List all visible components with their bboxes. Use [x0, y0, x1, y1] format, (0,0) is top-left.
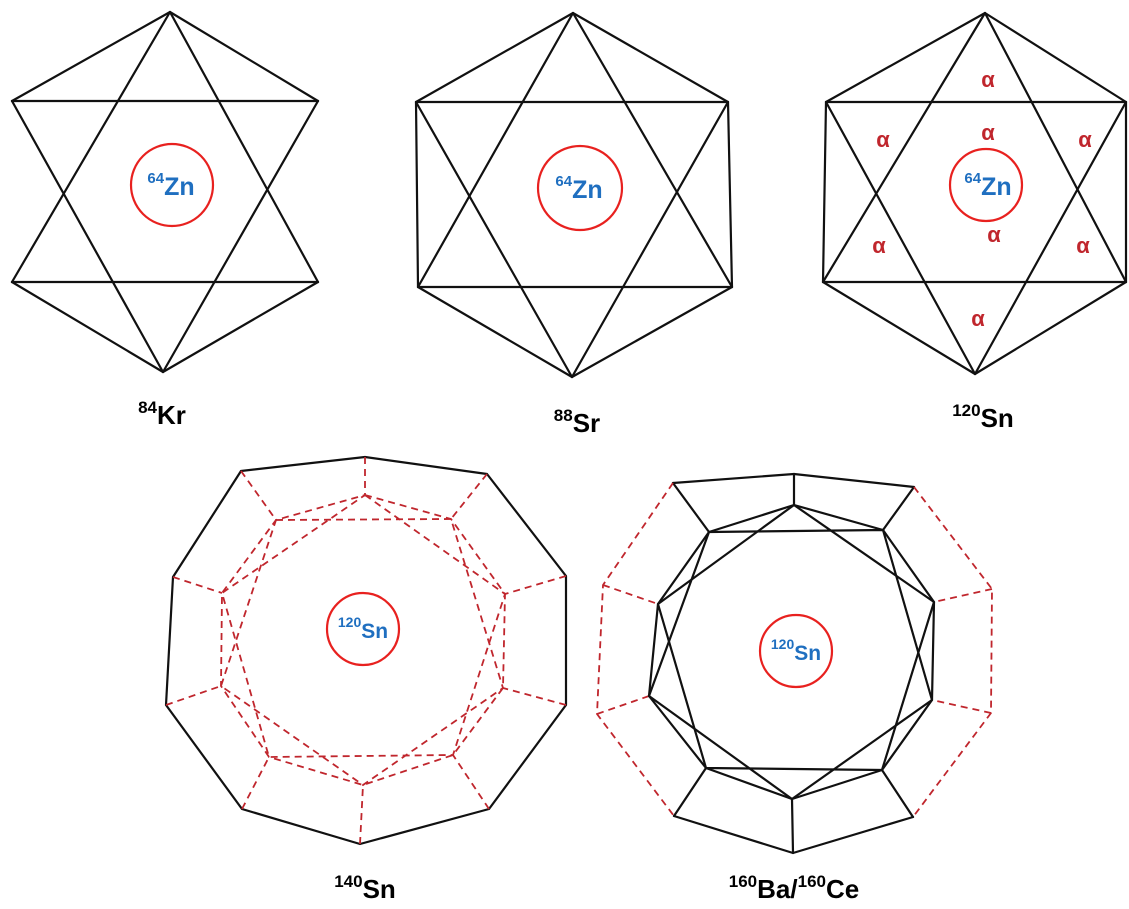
panel-label: 160Ba/160Ce [729, 872, 859, 904]
svg-text:64Zn: 64Zn [555, 173, 602, 204]
alpha-label: α [1078, 127, 1092, 152]
label-mass: 120 [952, 401, 980, 420]
core-nucleus-sn120: 120Sn [758, 613, 834, 689]
panel-label: 140Sn [334, 872, 396, 904]
core-mass: 64 [555, 173, 572, 190]
alpha-label: α [971, 306, 985, 331]
label-mass: 84 [138, 398, 157, 417]
panel-label: 120Sn [952, 401, 1014, 433]
panel-sn140: 120Sn 140Sn [164, 455, 568, 904]
panel-ba160-outer-edges [671, 472, 916, 855]
core-nucleus-zn64: 64Zn [536, 144, 624, 232]
svg-text:120Sn: 120Sn [771, 636, 821, 665]
panel-sn140-dashed-edges [165, 457, 567, 845]
core-symbol: Sn [361, 620, 388, 643]
core-nucleus-zn64: 64Zn [129, 142, 215, 228]
label-symbol: Sr [573, 408, 600, 438]
panel-sn120: α α α α α α α α 64Zn 120Sn [821, 11, 1128, 433]
alpha-label: α [987, 222, 1001, 247]
core-mass: 120 [338, 614, 362, 630]
alpha-label: α [981, 67, 995, 92]
alpha-label: α [872, 233, 886, 258]
panel-sr88-edges [414, 11, 734, 379]
panel-ba160-dashed-edges [596, 482, 993, 818]
label-mass: 140 [334, 872, 362, 891]
alpha-label: α [981, 120, 995, 145]
label-symbol: Kr [157, 400, 186, 430]
alpha-label: α [876, 127, 890, 152]
core-mass: 64 [147, 170, 164, 187]
panel-kr84: 64Zn 84Kr [10, 10, 320, 430]
label-mass: 160 [729, 872, 757, 891]
core-nucleus-zn64: 64Zn [948, 147, 1024, 223]
panel-sn120-edges [821, 11, 1128, 376]
core-symbol: Zn [164, 173, 195, 201]
alpha-particles: α α α α α α α α [872, 67, 1092, 331]
core-mass: 64 [964, 170, 981, 187]
label-symbol: Ba/ [757, 874, 797, 904]
core-nucleus-sn120: 120Sn [325, 591, 401, 667]
panel-kr84-edges [10, 10, 320, 374]
alpha-label: α [1076, 233, 1090, 258]
label-symbol-2: Ce [826, 874, 859, 904]
svg-text:64Zn: 64Zn [147, 170, 194, 201]
panel-label: 88Sr [554, 406, 600, 438]
label-symbol: Sn [981, 403, 1014, 433]
panel-ba160-ce160: 120Sn 160Ba/160Ce [596, 472, 993, 904]
core-symbol: Sn [794, 642, 821, 665]
core-mass: 120 [771, 636, 795, 652]
panel-ba160-inner-decagon [647, 503, 936, 801]
label-mass: 88 [554, 406, 573, 425]
svg-text:64Zn: 64Zn [964, 170, 1011, 201]
panel-label: 84Kr [138, 398, 186, 430]
svg-text:120Sn: 120Sn [338, 614, 388, 643]
core-symbol: Zn [981, 173, 1012, 201]
panel-sr88: 64Zn 88Sr [414, 11, 734, 438]
label-symbol: Sn [363, 874, 396, 904]
label-mass-2: 160 [798, 872, 826, 891]
core-symbol: Zn [572, 176, 603, 204]
